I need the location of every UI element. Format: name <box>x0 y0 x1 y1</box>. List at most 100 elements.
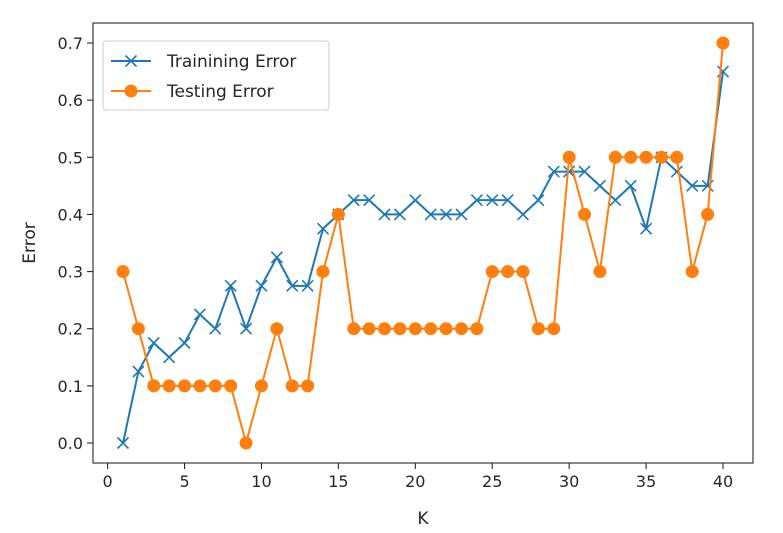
x-tick-label: 30 <box>559 472 579 491</box>
data-point <box>147 379 161 393</box>
data-point <box>424 208 437 221</box>
data-point <box>286 279 299 292</box>
x-tick-label: 0 <box>103 472 113 491</box>
y-tick-label: 0.1 <box>58 377 83 396</box>
data-point <box>547 165 560 178</box>
y-tick-label: 0.4 <box>58 205 83 224</box>
x-axis-label: K <box>417 509 429 529</box>
data-point <box>270 322 284 336</box>
series-layer <box>116 36 730 450</box>
y-tick-label: 0.5 <box>58 148 83 167</box>
data-point <box>609 194 622 207</box>
data-point <box>162 379 176 393</box>
y-tick-label: 0.7 <box>58 34 83 53</box>
legend-box <box>102 40 330 111</box>
x-tick-label: 40 <box>713 472 733 491</box>
data-point <box>578 207 592 221</box>
x-tick-label: 20 <box>405 472 425 491</box>
legend-entry: Testing Error <box>111 82 274 102</box>
data-point <box>116 436 130 450</box>
data-point <box>516 208 530 221</box>
x-tick-label: 5 <box>179 472 189 491</box>
data-point <box>670 150 684 164</box>
data-point <box>193 308 206 321</box>
data-point <box>163 351 176 364</box>
data-point <box>116 265 130 279</box>
data-point <box>593 265 607 279</box>
data-point <box>501 265 515 279</box>
data-point <box>270 251 283 264</box>
data-point <box>624 179 637 192</box>
data-point <box>624 150 638 164</box>
data-point <box>409 194 422 207</box>
data-point <box>685 265 699 279</box>
data-point <box>408 322 422 336</box>
data-point <box>439 322 453 336</box>
data-point <box>716 36 730 50</box>
x-tick-label: 35 <box>636 472 656 491</box>
data-point <box>424 322 438 336</box>
y-tick-label: 0.0 <box>58 434 83 453</box>
data-point <box>639 150 653 164</box>
data-point <box>440 208 453 221</box>
data-point <box>470 322 484 336</box>
data-point <box>686 179 699 192</box>
data-point <box>240 322 253 335</box>
y-tick-label: 0.6 <box>58 91 83 110</box>
data-point <box>378 208 391 221</box>
legend: Trainining Error Testing Error <box>102 40 330 111</box>
data-point <box>562 150 576 164</box>
data-point <box>239 436 253 450</box>
data-point <box>178 379 192 393</box>
data-point <box>347 194 360 207</box>
data-point <box>301 379 315 393</box>
data-point <box>208 379 222 393</box>
data-point <box>455 208 468 221</box>
data-point <box>362 322 376 336</box>
series-line <box>122 42 724 444</box>
data-point <box>316 222 330 235</box>
data-point <box>209 322 222 335</box>
series-line <box>122 71 724 444</box>
x-tick-label: 15 <box>328 472 348 491</box>
x-tick-label: 10 <box>251 472 271 491</box>
data-point <box>501 194 514 207</box>
data-point <box>593 179 606 192</box>
data-point <box>363 194 376 207</box>
data-point <box>224 379 238 393</box>
data-point <box>147 336 160 350</box>
data-point <box>578 165 591 178</box>
data-point <box>640 222 653 235</box>
data-point <box>532 194 545 207</box>
data-point <box>254 379 268 393</box>
data-point <box>131 322 145 336</box>
data-point <box>654 150 668 164</box>
data-point <box>670 165 683 178</box>
data-point <box>393 208 406 221</box>
y-tick-label: 0.2 <box>58 320 83 339</box>
y-axis-ticks: 0.0 0.1 0.2 0.3 0.4 0.5 0.6 0.7 <box>58 34 93 453</box>
data-point <box>516 265 530 279</box>
legend-marker <box>124 84 138 98</box>
y-tick-label: 0.3 <box>58 263 83 282</box>
data-point <box>531 322 545 336</box>
data-point <box>470 194 483 207</box>
data-point <box>285 379 299 393</box>
data-point <box>224 279 237 292</box>
data-point <box>193 379 207 393</box>
series-training-error <box>116 65 730 450</box>
data-point <box>701 207 715 221</box>
data-point <box>316 265 330 279</box>
legend-marker <box>124 54 138 68</box>
legend-label: Testing Error <box>166 82 274 102</box>
data-point <box>132 365 145 378</box>
data-point <box>378 322 392 336</box>
data-point <box>331 207 345 221</box>
data-point <box>178 336 191 350</box>
data-point <box>347 322 361 336</box>
plot-frame <box>92 22 754 464</box>
data-point <box>301 279 314 292</box>
y-axis-label: Error <box>20 222 40 263</box>
data-point <box>486 194 499 207</box>
